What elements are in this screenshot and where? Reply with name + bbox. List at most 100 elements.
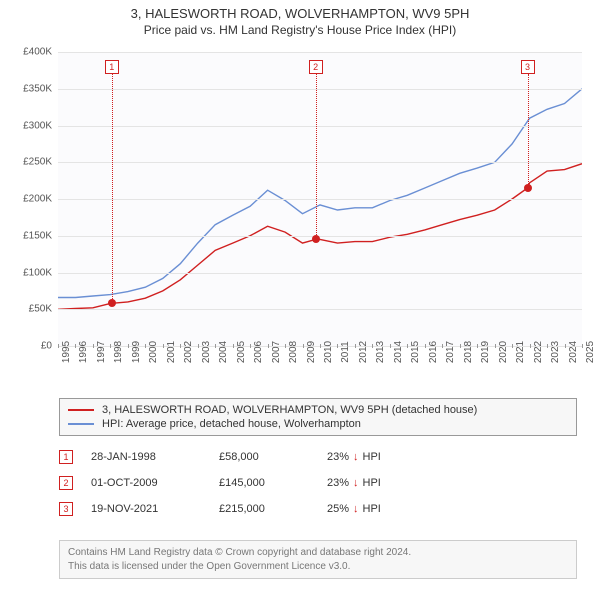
x-tick-label: 2014	[393, 341, 404, 363]
arrow-down-icon: ↓	[353, 477, 359, 489]
x-tick-label: 2010	[323, 341, 334, 363]
gridline	[58, 89, 582, 90]
legend-swatch	[68, 409, 94, 411]
marker-vline	[316, 74, 317, 239]
legend-label: HPI: Average price, detached house, Wolv…	[102, 418, 361, 430]
title-address: 3, HALESWORTH ROAD, WOLVERHAMPTON, WV9 5…	[0, 6, 600, 21]
sales-row: 128-JAN-1998£58,00023%↓HPI	[59, 444, 577, 470]
x-tick-mark	[495, 344, 496, 348]
x-tick-label: 2019	[480, 341, 491, 363]
sales-table: 128-JAN-1998£58,00023%↓HPI201-OCT-2009£1…	[59, 444, 577, 522]
arrow-down-icon: ↓	[353, 451, 359, 463]
gridline	[58, 236, 582, 237]
x-tick-label: 2024	[568, 341, 579, 363]
x-tick-label: 2023	[550, 341, 561, 363]
x-tick-mark	[215, 344, 216, 348]
title-block: 3, HALESWORTH ROAD, WOLVERHAMPTON, WV9 5…	[0, 0, 600, 37]
legend-label: 3, HALESWORTH ROAD, WOLVERHAMPTON, WV9 5…	[102, 404, 477, 416]
sales-diff-pct: 23%	[327, 477, 349, 489]
x-tick-mark	[250, 344, 251, 348]
x-tick-label: 2018	[463, 341, 474, 363]
legend-row: HPI: Average price, detached house, Wolv…	[68, 417, 568, 431]
sales-diff: 23% ↓ HPI	[327, 477, 381, 489]
marker-vline	[112, 74, 113, 303]
y-tick-label: £200K	[23, 194, 52, 205]
x-tick-mark	[477, 344, 478, 348]
sales-marker-box: 2	[59, 476, 73, 490]
legend-row: 3, HALESWORTH ROAD, WOLVERHAMPTON, WV9 5…	[68, 403, 568, 417]
x-tick-mark	[460, 344, 461, 348]
x-tick-mark	[180, 344, 181, 348]
x-tick-label: 1995	[61, 341, 72, 363]
x-tick-mark	[407, 344, 408, 348]
marker-dot	[108, 299, 116, 307]
marker-box: 3	[521, 60, 535, 74]
x-tick-label: 1997	[96, 341, 107, 363]
sales-diff-suffix: HPI	[363, 477, 381, 489]
x-tick-mark	[110, 344, 111, 348]
x-tick-label: 2012	[358, 341, 369, 363]
x-tick-mark	[198, 344, 199, 348]
x-tick-label: 1996	[78, 341, 89, 363]
plot-area: 123	[58, 52, 582, 346]
x-tick-mark	[355, 344, 356, 348]
x-tick-label: 2021	[515, 341, 526, 363]
x-tick-label: 2016	[428, 341, 439, 363]
x-tick-mark	[163, 344, 164, 348]
x-tick-label: 2015	[410, 341, 421, 363]
gridline	[58, 126, 582, 127]
gridline	[58, 199, 582, 200]
y-tick-label: £0	[41, 341, 52, 352]
x-tick-label: 2025	[585, 341, 596, 363]
x-tick-mark	[582, 344, 583, 348]
y-tick-label: £50K	[29, 304, 52, 315]
gridline	[58, 309, 582, 310]
y-tick-label: £100K	[23, 267, 52, 278]
y-tick-label: £350K	[23, 83, 52, 94]
x-tick-label: 2005	[236, 341, 247, 363]
x-tick-mark	[93, 344, 94, 348]
sales-diff-suffix: HPI	[363, 503, 381, 515]
x-tick-mark	[442, 344, 443, 348]
y-tick-label: £150K	[23, 230, 52, 241]
x-tick-label: 2004	[218, 341, 229, 363]
x-tick-label: 2002	[183, 341, 194, 363]
sales-marker-box: 1	[59, 450, 73, 464]
y-tick-label: £400K	[23, 47, 52, 58]
x-tick-label: 2011	[340, 341, 351, 363]
x-tick-mark	[565, 344, 566, 348]
marker-vline	[528, 74, 529, 188]
footer-line2: This data is licensed under the Open Gov…	[68, 560, 568, 574]
x-tick-mark	[75, 344, 76, 348]
x-tick-mark	[58, 344, 59, 348]
x-tick-mark	[285, 344, 286, 348]
x-tick-mark	[320, 344, 321, 348]
x-tick-label: 2001	[166, 341, 177, 363]
x-tick-label: 2000	[148, 341, 159, 363]
marker-dot	[524, 184, 532, 192]
x-tick-label: 2007	[271, 341, 282, 363]
x-tick-mark	[145, 344, 146, 348]
sales-diff-pct: 25%	[327, 503, 349, 515]
sales-diff: 25% ↓ HPI	[327, 503, 381, 515]
sales-date: 19-NOV-2021	[91, 503, 201, 515]
x-tick-label: 2017	[445, 341, 456, 363]
x-tick-mark	[128, 344, 129, 348]
arrow-down-icon: ↓	[353, 503, 359, 515]
marker-box: 2	[309, 60, 323, 74]
sales-diff-suffix: HPI	[363, 451, 381, 463]
title-subtitle: Price paid vs. HM Land Registry's House …	[0, 23, 600, 37]
sales-row: 319-NOV-2021£215,00025%↓HPI	[59, 496, 577, 522]
series-line-hpi	[58, 89, 582, 298]
x-tick-mark	[390, 344, 391, 348]
sales-date: 28-JAN-1998	[91, 451, 201, 463]
gridline	[58, 52, 582, 53]
legend-swatch	[68, 423, 94, 425]
x-tick-label: 1999	[131, 341, 142, 363]
x-tick-label: 2009	[306, 341, 317, 363]
sales-row: 201-OCT-2009£145,00023%↓HPI	[59, 470, 577, 496]
sales-price: £215,000	[219, 503, 309, 515]
sales-date: 01-OCT-2009	[91, 477, 201, 489]
x-tick-label: 2006	[253, 341, 264, 363]
sales-diff-pct: 23%	[327, 451, 349, 463]
